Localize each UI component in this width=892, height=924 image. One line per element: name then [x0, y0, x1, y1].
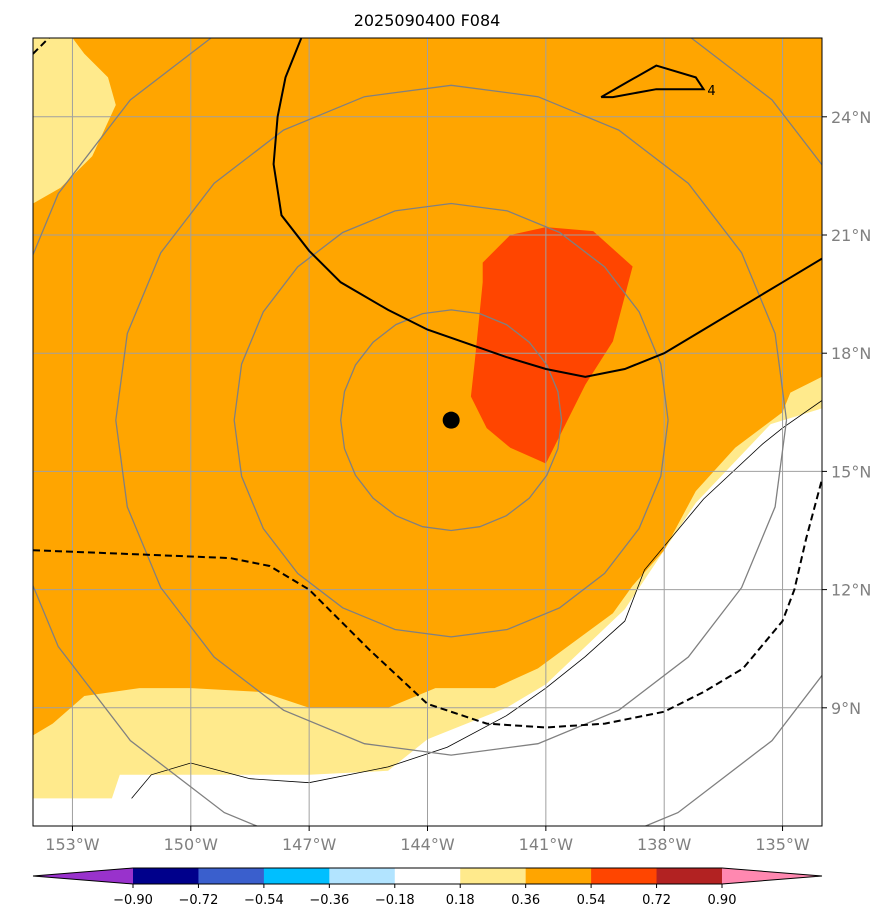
range-circle-1	[340, 309, 563, 532]
colorbar-bin	[329, 868, 396, 884]
colorbar-tick-label: −0.36	[309, 893, 349, 908]
colorbar-bin	[394, 868, 461, 884]
x-axis-ticks: 153°W 150°W 147°W 144°W 141°W 138°W 135°W	[45, 826, 810, 854]
storm-center-marker	[442, 411, 460, 429]
colorbar-bin	[525, 868, 592, 884]
x-tick-label: 153°W	[45, 835, 100, 854]
colorbar-tick-label: 0.72	[642, 893, 671, 908]
y-tick-label: 12°N	[831, 581, 871, 600]
colorbar-tick-label: −0.72	[179, 893, 219, 908]
y-tick-label: 15°N	[831, 462, 871, 481]
colorbar-bin	[460, 868, 527, 884]
contour-solid-0	[272, 38, 822, 378]
map-plot-area: 4	[33, 38, 822, 826]
colorbar-tick-label: 0.54	[577, 893, 606, 908]
contour-dashed-2	[33, 479, 822, 729]
colorbar-tick-label: −0.18	[375, 893, 415, 908]
x-tick-label: 147°W	[282, 835, 337, 854]
filled-region-0.54-0.72	[470, 227, 633, 464]
y-tick-label: 9°N	[831, 699, 861, 718]
gridlines	[33, 38, 822, 826]
y-axis-ticks: 9°N 12°N 15°N 18°N 21°N 24°N	[822, 108, 871, 718]
x-tick-label: 144°W	[400, 835, 455, 854]
contour-lines: 4	[33, 38, 822, 729]
colorbar-bin	[656, 868, 723, 884]
contour-solid-1	[600, 64, 706, 99]
colorbar-tick-label: −0.54	[244, 893, 284, 908]
colorbar-extend-under	[33, 868, 133, 884]
contour-label: 4	[707, 84, 715, 99]
range-circle-3	[115, 84, 788, 756]
y-tick-label: 18°N	[831, 344, 871, 363]
colorbar: −0.90 −0.72 −0.54 −0.36 −0.18 0.18 0.36 0.54 0.7…	[32, 867, 823, 908]
center-dot	[442, 411, 460, 429]
x-tick-label: 141°W	[519, 835, 574, 854]
colorbar-tick-label: 0.18	[446, 893, 475, 908]
y-tick-label: 24°N	[831, 108, 871, 127]
colorbar-tick-label: 0.90	[708, 893, 737, 908]
colorbar-bin	[198, 868, 265, 884]
colorbar-bin	[133, 868, 199, 884]
x-tick-label: 138°W	[637, 835, 692, 854]
colorbar-tick-label: 0.36	[511, 893, 540, 908]
chart-title: 2025090400 F084	[354, 11, 501, 30]
colorbar-extend-over	[722, 868, 822, 884]
colorbar-tick-label: −0.90	[113, 893, 153, 908]
y-tick-label: 21°N	[831, 226, 871, 245]
colorbar-bin	[263, 868, 330, 884]
x-tick-label: 135°W	[755, 835, 810, 854]
range-circles	[33, 38, 822, 826]
x-tick-label: 150°W	[164, 835, 219, 854]
colorbar-bin	[591, 868, 658, 884]
contour-dashed-3	[33, 38, 50, 55]
range-circle-4	[33, 38, 822, 826]
range-circle-2	[233, 202, 669, 638]
